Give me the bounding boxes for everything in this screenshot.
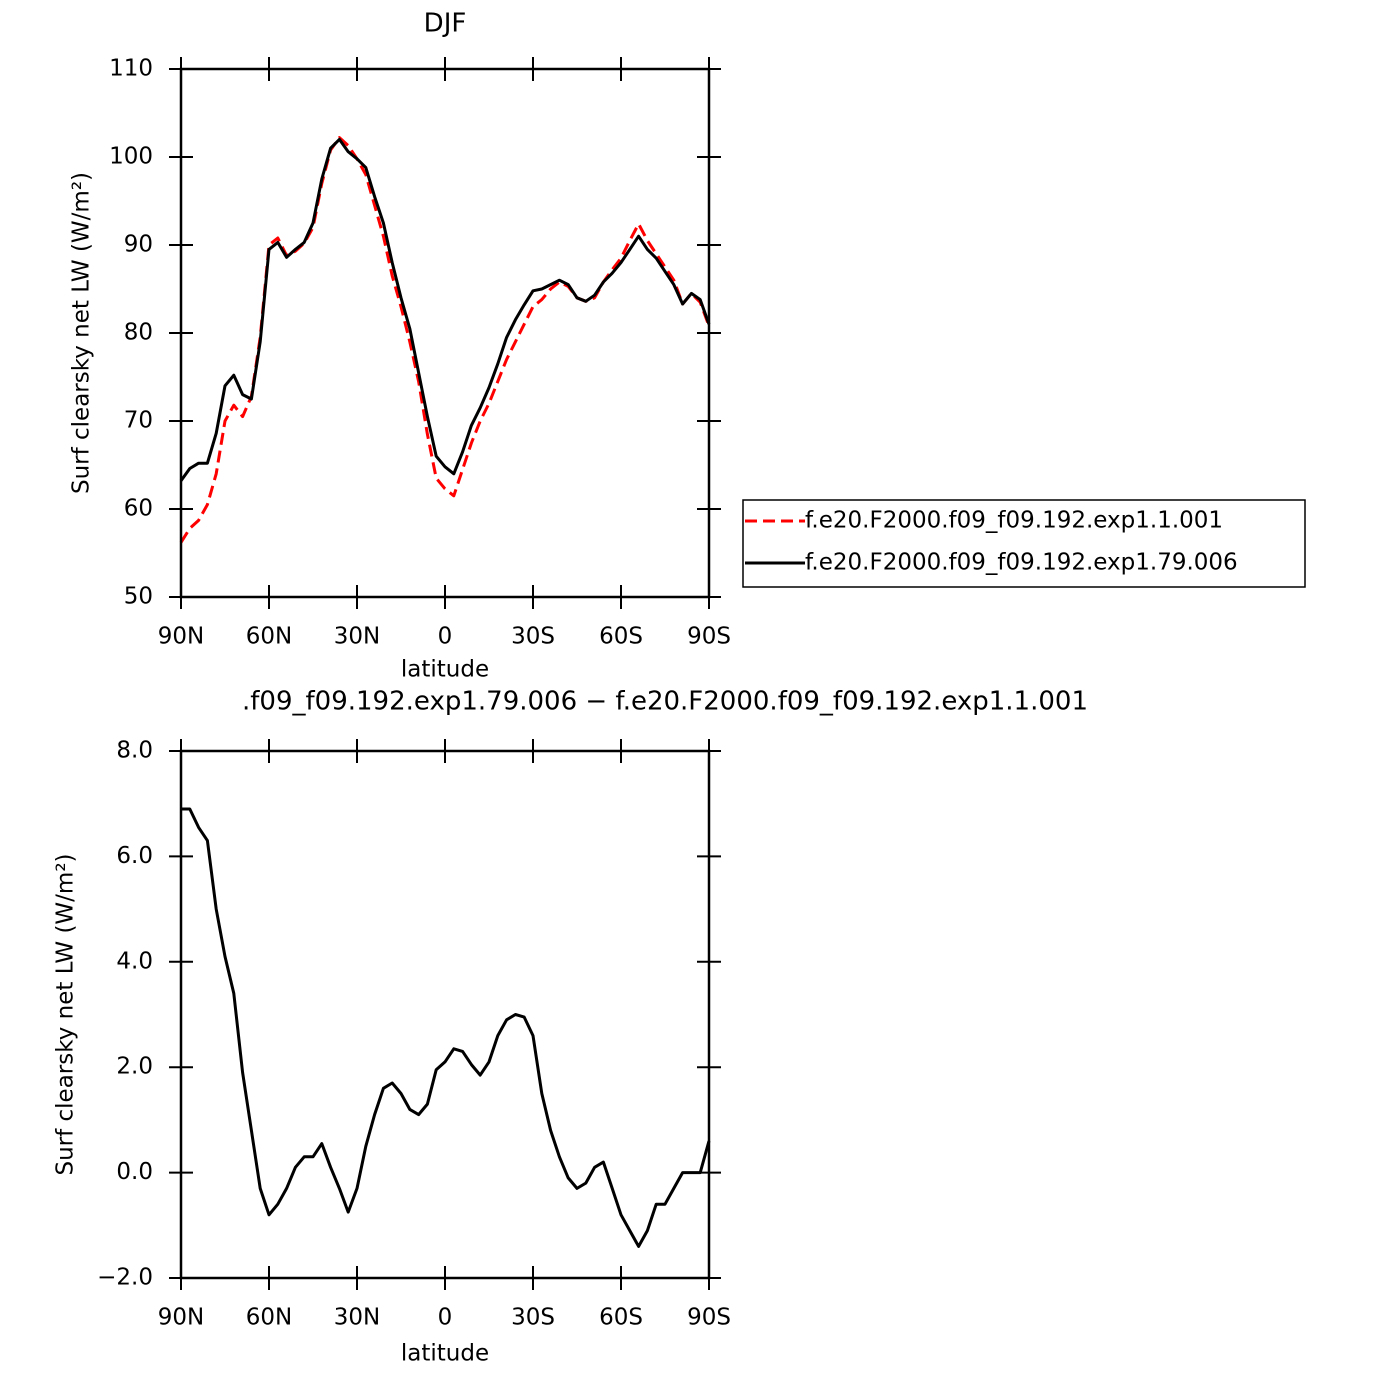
data-line — [179, 137, 711, 482]
y-tick-label: 8.0 — [116, 738, 153, 764]
y-tick-label: 4.0 — [116, 948, 153, 974]
y-tick-label: 110 — [109, 56, 153, 82]
y-tick-label: 100 — [109, 144, 153, 170]
y-axis-label: Surf clearsky net LW (W/m²) — [69, 172, 95, 494]
y-axis-label: Surf clearsky net LW (W/m²) — [53, 853, 79, 1175]
data-line — [181, 807, 711, 1248]
x-tick-label: 60N — [246, 1305, 292, 1331]
y-tick-label: 70 — [124, 408, 153, 434]
x-tick-label: 60S — [599, 1305, 643, 1331]
x-tick-label: 60N — [246, 624, 292, 650]
x-tick-label: 60S — [599, 624, 643, 650]
legend-label: f.e20.F2000.f09_f09.192.exp1.79.006 — [805, 550, 1238, 576]
x-tick-label: 0 — [438, 624, 453, 650]
y-tick-label: 60 — [124, 496, 153, 522]
chart-title: DJF — [424, 9, 467, 39]
x-tick-label: 90N — [158, 1305, 204, 1331]
legend-box — [742, 499, 1306, 588]
y-tick-label: 80 — [124, 320, 153, 346]
x-axis-label: latitude — [401, 1341, 489, 1367]
x-tick-label: 30N — [334, 1305, 380, 1331]
legend-label: f.e20.F2000.f09_f09.192.exp1.1.001 — [805, 508, 1223, 534]
y-tick-label: 50 — [124, 584, 153, 610]
y-tick-label: 6.0 — [116, 843, 153, 869]
x-tick-label: 90S — [687, 624, 731, 650]
y-tick-label: 90 — [124, 232, 153, 258]
plot-frame — [179, 67, 711, 599]
y-tick-label: 2.0 — [116, 1054, 153, 1080]
x-tick-label: 30S — [511, 624, 555, 650]
chart-title: .f09_f09.192.exp1.79.006 − f.e20.F2000.f… — [242, 687, 1088, 717]
x-tick-label: 90N — [158, 624, 204, 650]
x-tick-label: 90S — [687, 1305, 731, 1331]
x-axis-label: latitude — [401, 657, 489, 683]
plot-frame — [179, 749, 711, 1280]
data-line — [179, 136, 711, 544]
y-tick-label: 0.0 — [116, 1159, 153, 1185]
x-tick-label: 30N — [334, 624, 380, 650]
y-tick-label: −2.0 — [97, 1265, 153, 1291]
x-tick-label: 0 — [438, 1305, 453, 1331]
x-tick-label: 30S — [511, 1305, 555, 1331]
